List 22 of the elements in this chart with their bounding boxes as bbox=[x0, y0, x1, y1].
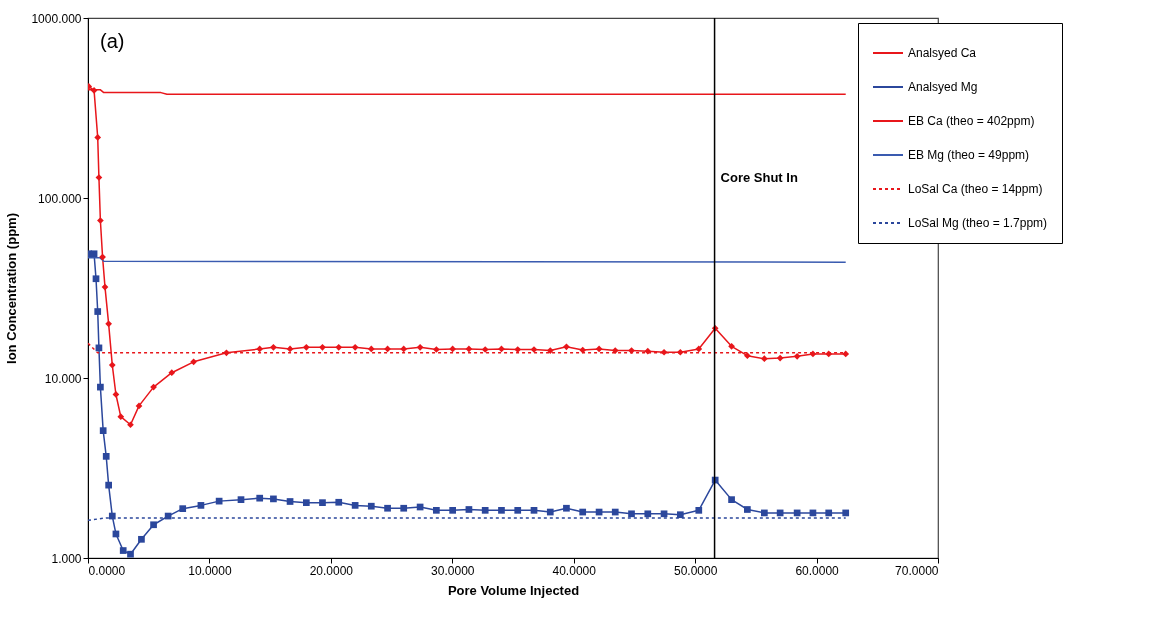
x-tick-label: 10.0000 bbox=[188, 563, 232, 578]
x-axis-title: Pore Volume Injected bbox=[447, 582, 580, 598]
legend-label: EB Mg (theo = 49ppm) bbox=[908, 148, 1030, 162]
ref-line-label: Core Shut In bbox=[720, 170, 798, 185]
legend-label: LoSal Mg (theo = 1.7ppm) bbox=[908, 216, 1048, 230]
annotation: (a) bbox=[100, 30, 125, 52]
legend-label: EB Ca (theo = 402ppm) bbox=[908, 114, 1035, 128]
x-tick-label: 60.0000 bbox=[795, 563, 840, 578]
x-tick-label: 70.0000 bbox=[895, 563, 939, 578]
y-tick-label: 100.000 bbox=[38, 191, 82, 206]
y-tick-label: 1.000 bbox=[51, 551, 82, 566]
y-axis-title: Ion Concentration (ppm) bbox=[4, 213, 20, 364]
legend-label: Analsyed Mg bbox=[908, 80, 978, 94]
x-tick-label: 30.0000 bbox=[431, 563, 475, 578]
legend-label: LoSal Ca (theo = 14ppm) bbox=[908, 182, 1043, 196]
x-tick-label: 0.0000 bbox=[88, 563, 126, 578]
x-tick-label: 50.0000 bbox=[673, 563, 718, 578]
x-tick-label: 20.0000 bbox=[309, 563, 354, 578]
legend-label: Analsyed Ca bbox=[908, 46, 977, 60]
x-tick-label: 40.0000 bbox=[552, 563, 597, 578]
y-tick-label: 1000.000 bbox=[31, 11, 82, 26]
y-tick-label: 10.000 bbox=[44, 371, 82, 386]
